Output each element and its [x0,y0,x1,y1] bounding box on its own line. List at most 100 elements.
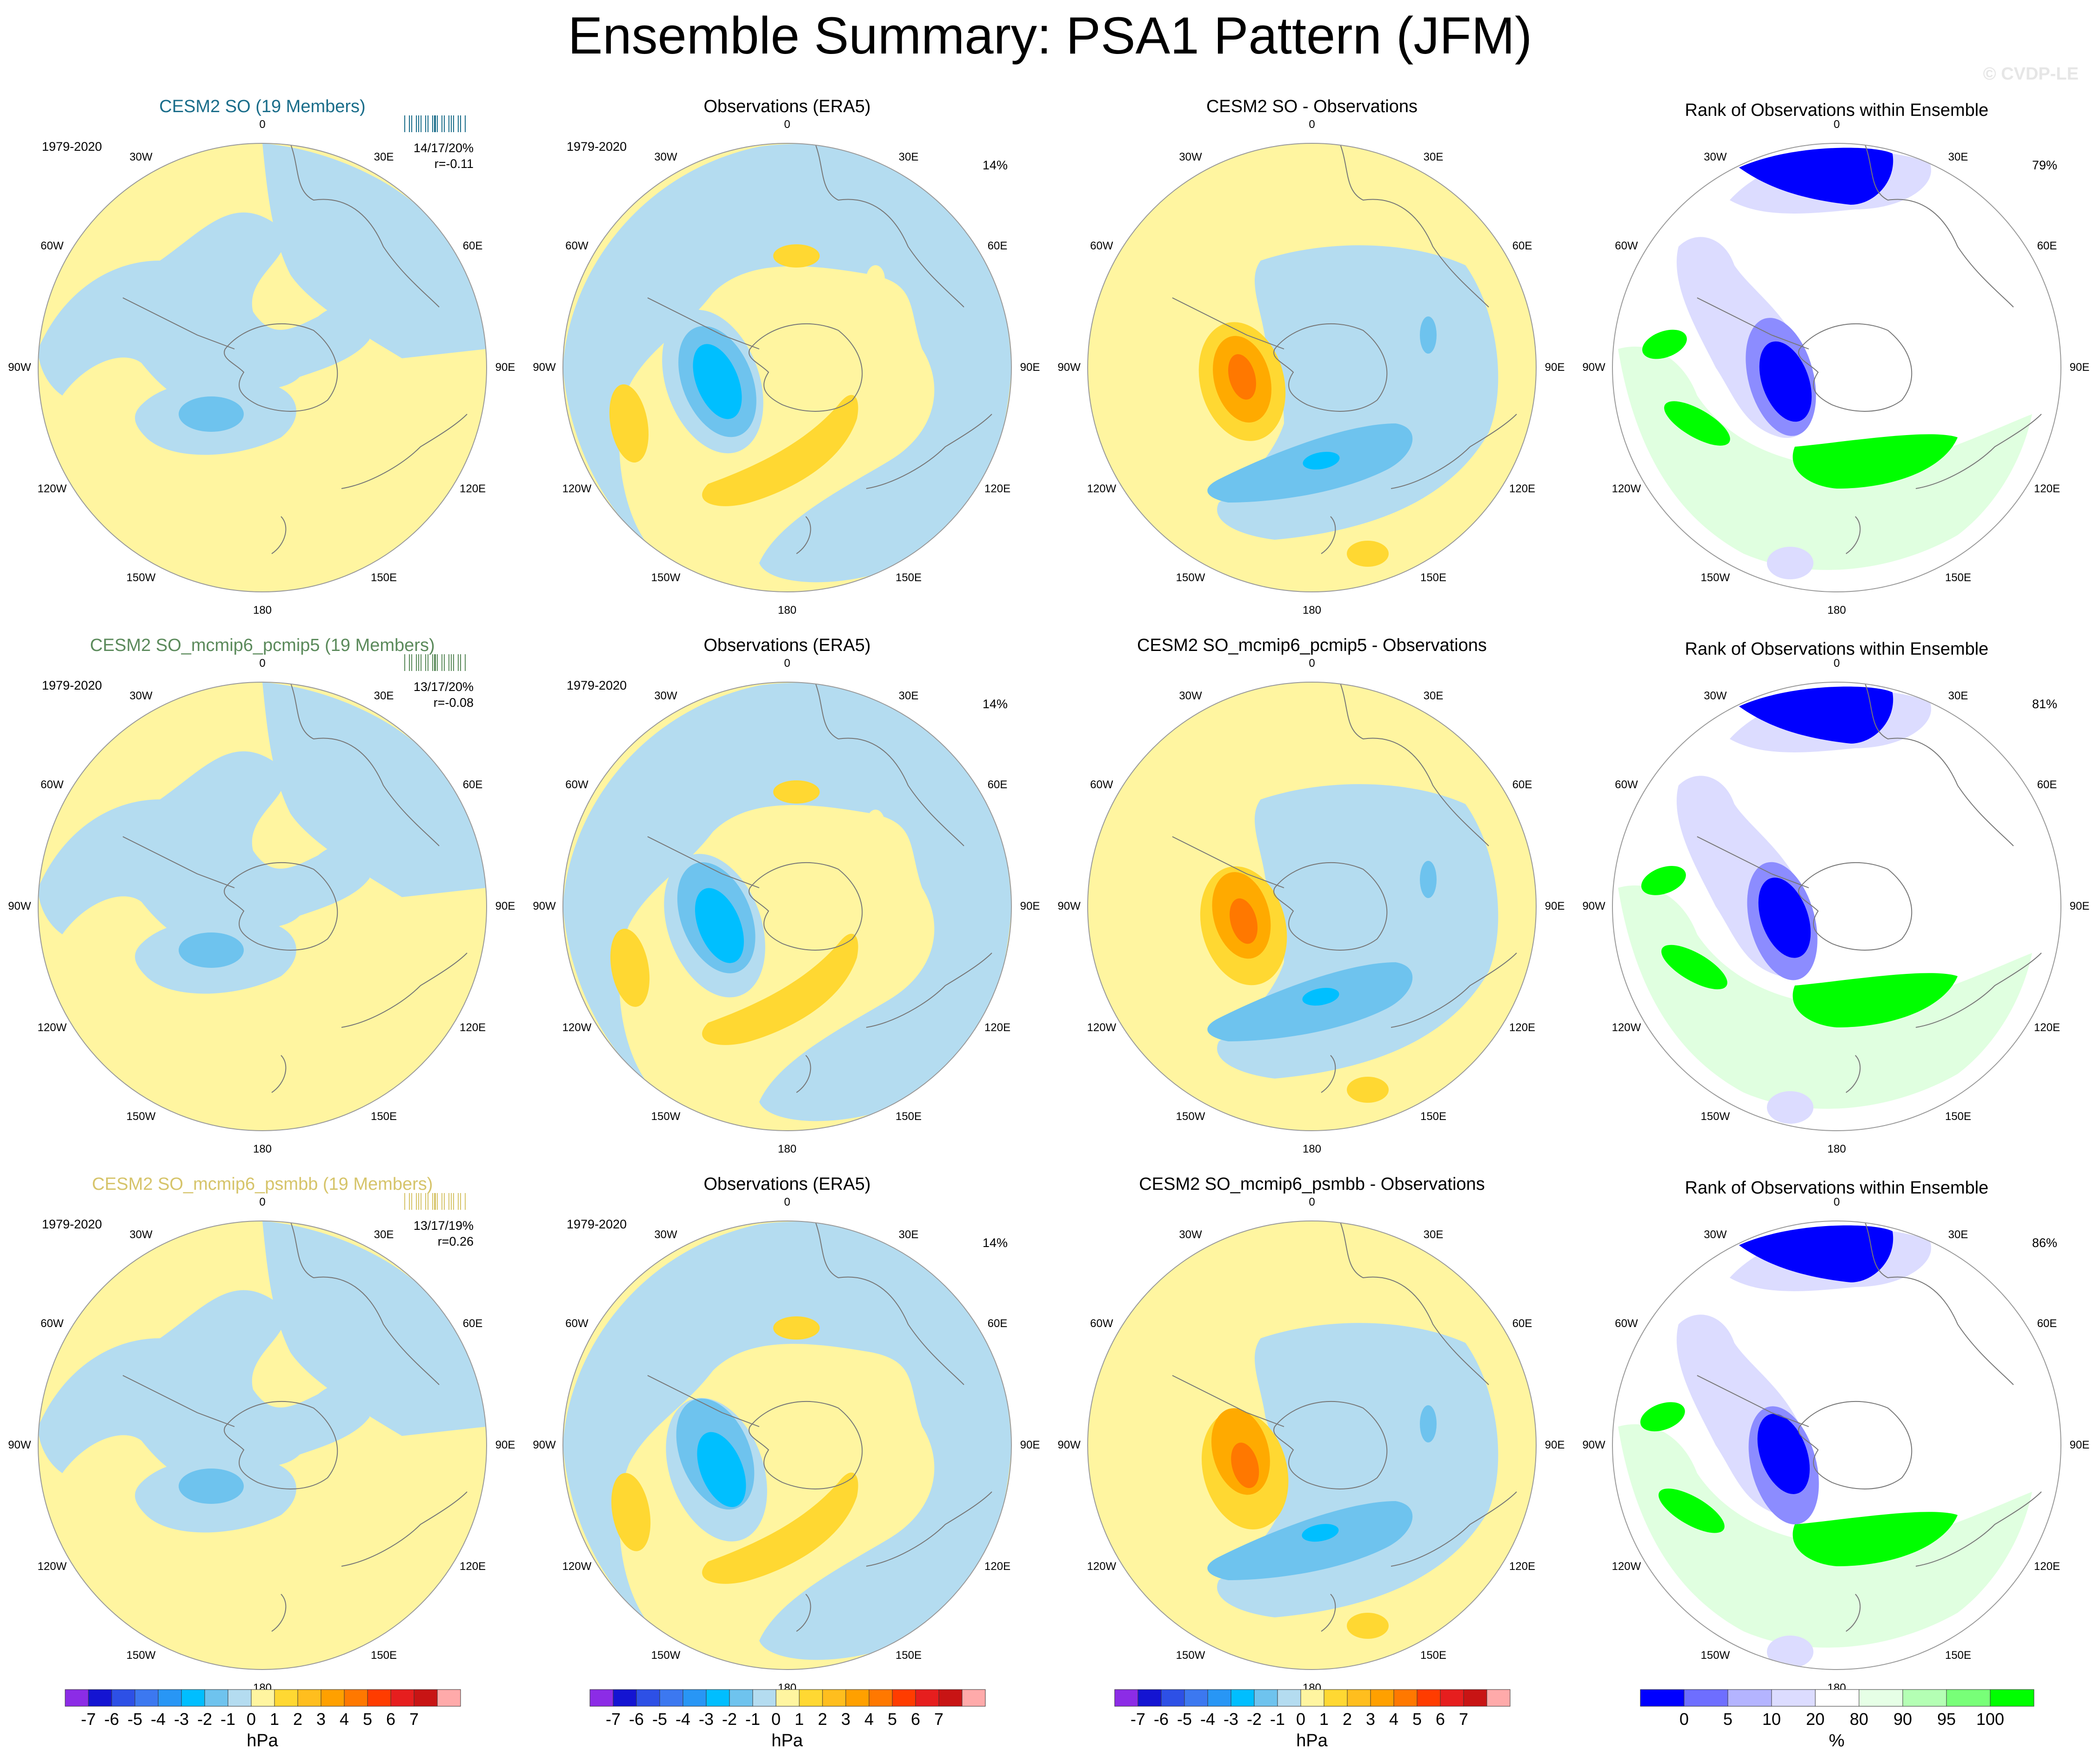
longitude-label: 0 [1309,657,1315,670]
longitude-label: 60W [565,1317,589,1330]
colorbar-tick-label: 0 [246,1710,256,1729]
diff-panel: CESM2 SO_mcmip6_psmbb - Observations 0 30E… [1050,1171,1574,1710]
ensemble-contour-region [38,1290,370,1480]
rank-contour-region [1640,1402,1685,1432]
longitude-label: 60E [987,1317,1008,1330]
longitude-label: 120E [1509,1560,1536,1573]
longitude-label: 150W [126,1649,156,1662]
longitude-label: 150W [651,1649,681,1662]
colorbar-tick-label: 0 [1296,1710,1306,1729]
colorbar-swatch [1463,1689,1487,1707]
obs-panel: Observations (ERA5) 1979-2020 14% 0 30E 60E 90… [525,1171,1050,1710]
obs-contour-region [610,928,650,1007]
longitude-label: 150W [1176,571,1205,584]
diff-panel: CESM2 SO - Observations 0 30E 60E 90E 120E 150… [1050,93,1574,633]
colorbar-swatch [1277,1689,1301,1707]
colorbar-swatch [88,1689,112,1707]
colorbar-swatch [729,1689,753,1707]
colorbar-unit: hPa [771,1731,803,1750]
colorbar-tick-label: 3 [316,1710,326,1729]
colorbar-tick-label: -2 [1246,1710,1262,1729]
colorbar-swatch [1684,1689,1728,1707]
pattern-variance-percent: 14% [982,158,1008,172]
colorbar-swatch [111,1689,135,1707]
ensemble-contour-region [179,932,244,968]
panel-title: Rank of Observations within Ensemble [1685,639,1989,659]
colorbar-tick-label: -4 [1200,1710,1216,1729]
panel-title: Observations (ERA5) [703,1174,871,1194]
ensemble-contour-region [179,1469,244,1504]
longitude-label: 30W [1704,689,1727,702]
longitude-label: 180 [1302,604,1322,617]
stats-percentiles: 13/17/19% [413,1219,474,1233]
longitude-label: 30W [129,689,153,702]
longitude-label: 30W [129,150,153,163]
longitude-label: 180 [253,1143,272,1155]
ensemble-panel: CESM2 SO (19 Members) 1979-2020 14/17/20% r… [0,93,525,633]
pattern-variance-percent: 14% [982,697,1008,711]
obs-contour-region [611,1473,651,1551]
stats-correlation: r=-0.08 [433,695,474,710]
longitude-label: 120W [1087,483,1117,495]
ensemble-contour-region [38,212,370,402]
rank-contour-region [1642,329,1687,359]
obs-map [562,1221,1012,1670]
longitude-label: 180 [777,604,797,617]
period-label: 1979-2020 [567,1217,627,1231]
longitude-label: 90E [1545,900,1565,912]
member-spread-ticks [404,115,466,132]
colorbar-swatch [1902,1689,1947,1707]
longitude-label: 120E [460,1560,486,1573]
colorbar-tick-label: 20 [1806,1710,1825,1729]
colorbar-swatch [390,1689,415,1707]
rank-contour-region [1618,346,2032,570]
colorbar-tick-label: 2 [817,1710,828,1729]
longitude-label: 120E [984,483,1011,495]
colorbar-swatch [1946,1689,1991,1707]
member-spread-ticks [404,1193,466,1210]
ensemble-map [38,682,487,1131]
member-spread-ticks [404,654,466,671]
obs-contour-region [563,1221,1011,1660]
obs-contour-region [773,1316,820,1340]
longitude-label: 120E [1509,483,1536,495]
longitude-label: 120W [562,1560,592,1573]
stats-percentiles: 13/17/20% [413,680,474,694]
longitude-label: 0 [784,1196,790,1208]
longitude-label: 90W [1582,1439,1605,1451]
period-label: 1979-2020 [42,1217,102,1231]
longitude-label: 120W [1612,483,1641,495]
diff-panel: CESM2 SO_mcmip6_pcmip5 - Observations 0 30… [1050,632,1574,1172]
colorbar-swatch [1231,1689,1255,1707]
longitude-label: 60W [1615,778,1638,791]
colorbar-tick-label: 5 [362,1710,373,1729]
map-border [562,682,1012,1131]
rank-contour-region [1618,885,2032,1109]
hpa-colorbar-boxes [589,1689,986,1707]
longitude-label: 0 [1833,657,1840,670]
longitude-label: 180 [253,604,272,617]
colorbar-swatch [1771,1689,1816,1707]
colorbar-tick-label: -7 [80,1710,96,1729]
colorbar-swatch [251,1689,275,1707]
rank-contour-region [1664,401,1730,446]
colorbar-tick-label: 3 [1365,1710,1376,1729]
longitude-label: 90E [1020,1439,1040,1451]
obs-contour-region [702,395,858,506]
rank-map [1612,143,2061,592]
watermark: © CVDP-LE [1983,64,2079,84]
pattern-variance-percent: 14% [982,1236,1008,1250]
longitude-label: 30W [1179,150,1202,163]
longitude-label: 150E [1945,1649,1972,1662]
longitude-label: 180 [1302,1143,1322,1155]
longitude-label: 60E [1512,778,1532,791]
panel-title: CESM2 SO_mcmip6_psmbb - Observations [1139,1174,1485,1194]
colorbar-swatch [1727,1689,1772,1707]
longitude-label: 90E [1545,361,1565,374]
colorbar-tick-label: -5 [1177,1710,1192,1729]
page-title: Ensemble Summary: PSA1 Pattern (JFM) [568,7,1532,65]
longitude-label: 150W [1176,1110,1205,1123]
longitude-label: 30E [1423,150,1444,163]
colorbar-swatch [1815,1689,1859,1707]
map-border [1612,1221,2061,1670]
